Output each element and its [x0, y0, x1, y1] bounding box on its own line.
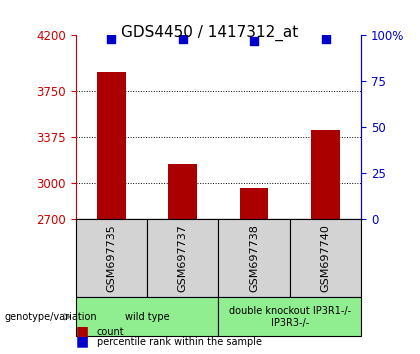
Point	[251, 38, 257, 44]
Text: ■: ■	[76, 325, 89, 339]
Text: GSM697738: GSM697738	[249, 224, 259, 292]
Text: GSM697740: GSM697740	[320, 224, 331, 292]
Bar	[311, 130, 340, 219]
Bar	[240, 188, 268, 219]
Point	[322, 36, 329, 42]
Text: ■: ■	[76, 335, 89, 349]
Text: GSM697735: GSM697735	[106, 224, 116, 292]
Text: count: count	[97, 327, 124, 337]
Text: wild type: wild type	[125, 312, 169, 322]
Point	[108, 36, 115, 42]
Bar	[168, 164, 197, 219]
Text: GDS4450 / 1417312_at: GDS4450 / 1417312_at	[121, 25, 299, 41]
Text: double knockout IP3R1-/-
IP3R3-/-: double knockout IP3R1-/- IP3R3-/-	[229, 306, 351, 328]
Text: GSM697737: GSM697737	[178, 224, 188, 292]
Text: genotype/variation: genotype/variation	[4, 312, 97, 322]
Bar	[97, 72, 126, 219]
Point	[179, 36, 186, 42]
Text: percentile rank within the sample: percentile rank within the sample	[97, 337, 262, 347]
